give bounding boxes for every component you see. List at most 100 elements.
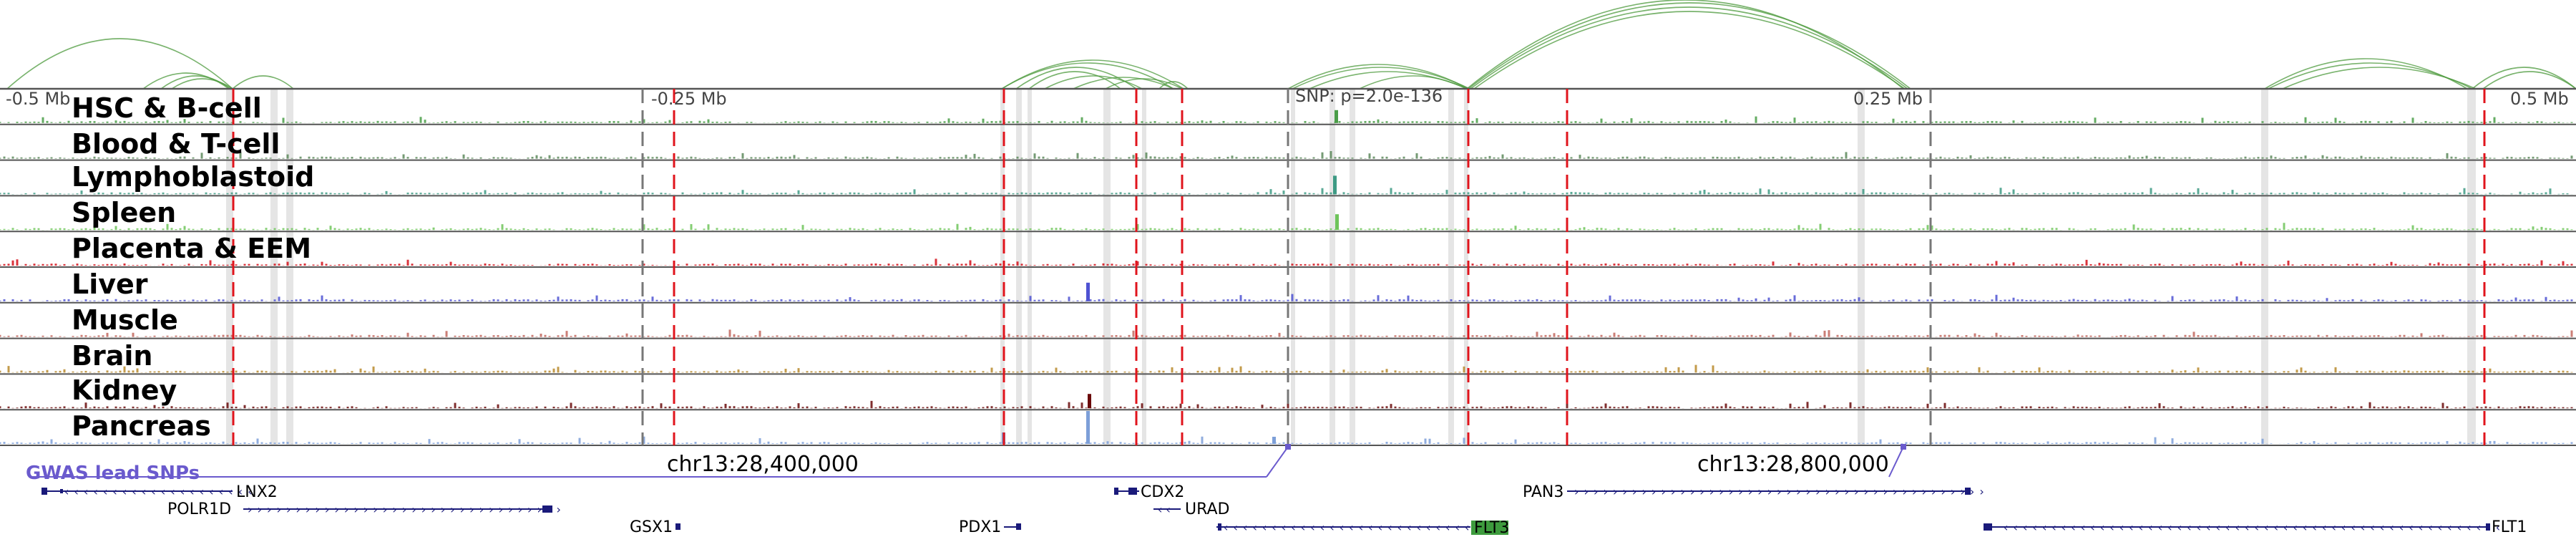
- signal-track-0: [0, 116, 2573, 123]
- gwas-connector-1: [1266, 446, 1289, 478]
- gene-cdx2-exon-2: [1128, 488, 1137, 495]
- track-label-brain: Brain: [72, 340, 152, 372]
- gene-flt3-exon: [1218, 523, 1221, 531]
- signal-peak-4: [1088, 394, 1091, 409]
- gene-track: ‹ ‹ ‹ ‹ ‹ ‹ ‹ ‹ ‹ ‹ ‹ ‹ ‹ ‹ ‹ ‹ ‹ ‹ ‹ ‹ …: [42, 483, 2527, 537]
- loop-arc-4: [232, 75, 294, 90]
- gene-flt3-arrows: ‹ ‹ ‹ ‹ ‹ ‹ ‹ ‹ ‹ ‹ ‹ ‹ ‹ ‹ ‹ ‹ ‹ ‹ ‹ ‹ …: [1224, 521, 1480, 534]
- gene-flt1-label: FLT1: [2492, 518, 2527, 536]
- loop-arc-24: [2472, 67, 2576, 90]
- loop-arc-11: [1105, 78, 1183, 90]
- signal-peaks: [0, 110, 2573, 444]
- gene-gsx1[interactable]: GSX1: [630, 518, 680, 536]
- loop-arc-5: [1001, 59, 1184, 90]
- signal-track-6: [0, 329, 2573, 337]
- gene-flt1-arrows: ‹ ‹ ‹ ‹ ‹ ‹ ‹ ‹ ‹ ‹ ‹ ‹ ‹ ‹ ‹ ‹ ‹ ‹ ‹ ‹ …: [2004, 521, 2501, 534]
- gene-pdx1-exon: [1016, 523, 1021, 530]
- track-label-pancreas: Pancreas: [72, 410, 211, 442]
- axis-label-minus-0-5mb: -0.5 Mb: [6, 89, 70, 109]
- loop-arc-9: [1044, 75, 1143, 90]
- gene-polr1d-label: POLR1D: [167, 500, 231, 518]
- loop-arc-19: [1470, 6, 1908, 90]
- gene-polr1d-exon: [542, 505, 552, 513]
- gene-pan3[interactable]: › › › › › › › › › › › › › › › › › › › › …: [1523, 483, 1985, 501]
- axis-label-minus-0-25mb: -0.25 Mb: [651, 89, 727, 109]
- gene-pan3-exon: [1965, 488, 1971, 495]
- gene-lnx2[interactable]: ‹ ‹ ‹ ‹ ‹ ‹ ‹ ‹ ‹ ‹ ‹ ‹ ‹ ‹ ‹ ‹ ‹ ‹ ‹ ‹ …: [42, 483, 278, 501]
- gwas-track: GWAS lead SNPs: [26, 444, 1906, 484]
- gwas-track-label: GWAS lead SNPs: [26, 463, 200, 484]
- gene-lnx2-exon: [42, 488, 47, 495]
- track-label-placenta-eem: Placenta & EEM: [72, 233, 311, 264]
- gene-lnx2-exon-2: [60, 489, 63, 493]
- loop-arc-18: [1468, 2, 1911, 90]
- signal-track-5: [0, 294, 2573, 301]
- gene-urad-label: URAD: [1185, 500, 1230, 518]
- grey-dashed-markers: [641, 89, 1932, 445]
- gene-pan3-arrows: › › › › › › › › › › › › › › › › › › › › …: [1574, 485, 1985, 498]
- loop-arc-17: [1466, 0, 1904, 90]
- gene-cdx2[interactable]: CDX2: [1114, 483, 1184, 501]
- gene-pdx1[interactable]: PDX1: [959, 518, 1021, 536]
- signal-peak-2: [1335, 214, 1339, 231]
- gene-urad[interactable]: ‹ ‹ URAD: [1153, 500, 1230, 518]
- axis-label-plus-0-5mb: 0.5 Mb: [2510, 89, 2569, 109]
- gene-gsx1-label: GSX1: [630, 518, 673, 536]
- loop-arc-12: [1158, 81, 1189, 90]
- loop-arc-14: [1292, 67, 1470, 90]
- loop-arc-0: [6, 38, 233, 90]
- loop-arc-6: [1001, 62, 1174, 90]
- signal-track-9: [0, 436, 2573, 444]
- gene-flt1-exon: [1984, 523, 1992, 531]
- gene-lnx2-label: LNX2: [236, 483, 278, 501]
- signal-peak-5: [1086, 411, 1090, 444]
- gwas-snp-1[interactable]: [1285, 444, 1291, 450]
- signal-track-8: [0, 400, 2573, 409]
- gene-flt3-label-box: [1471, 521, 1508, 535]
- track-label-blood-t-cell: Blood & T-cell: [72, 128, 280, 160]
- signal-track-4: [0, 258, 2573, 266]
- gene-gsx1-exon: [675, 523, 680, 530]
- loop-arc-20: [1473, 11, 1906, 90]
- signal-track-3: [0, 223, 2573, 231]
- signal-track-2: [0, 188, 2573, 195]
- track-label-lymphoblastoid: Lymphoblastoid: [72, 161, 314, 193]
- axis-label-snp: SNP: p=2.0e-136: [1295, 86, 1443, 106]
- axis-label-plus-0-25mb: 0.25 Mb: [1853, 89, 1923, 109]
- red-dashed-markers: [232, 89, 2486, 445]
- loop-arc-8: [1028, 71, 1121, 90]
- signal-peak-0: [1335, 110, 1338, 123]
- signal-track-1: [0, 151, 2573, 159]
- track-label-kidney: Kidney: [72, 374, 177, 406]
- loop-arc-25: [2482, 71, 2576, 90]
- signal-peak-1: [1333, 175, 1337, 195]
- loop-arc-23: [2282, 67, 2477, 90]
- signal-peak-7: [1272, 437, 1276, 444]
- coord-label-28800000: chr13:28,800,000: [1697, 452, 1889, 477]
- track-label-liver: Liver: [72, 268, 148, 300]
- signal-track-7: [0, 364, 2573, 373]
- gene-pan3-label: PAN3: [1523, 483, 1563, 501]
- gwas-snp-2[interactable]: [1901, 444, 1906, 450]
- track-label-muscle: Muscle: [72, 304, 178, 336]
- gene-urad-arrows: ‹ ‹: [1158, 503, 1171, 516]
- gene-lnx2-arrows: ‹ ‹ ‹ ‹ ‹ ‹ ‹ ‹ ‹ ‹ ‹ ‹ ‹ ‹ ‹ ‹ ‹ ‹ ‹ ‹: [64, 485, 253, 498]
- gene-polr1d-arrows: › › › › › › › › › › › › › › › › › › › › …: [248, 503, 562, 516]
- track-label-spleen: Spleen: [72, 197, 176, 228]
- coord-label-28400000: chr13:28,400,000: [667, 452, 859, 477]
- chromatin-loops: [6, 0, 2576, 90]
- gene-flt3[interactable]: ‹ ‹ ‹ ‹ ‹ ‹ ‹ ‹ ‹ ‹ ‹ ‹ ‹ ‹ ‹ ‹ ‹ ‹ ‹ ‹ …: [1216, 519, 1509, 537]
- track-label-hsc-b-cell: HSC & B-cell: [72, 92, 262, 124]
- signal-peak-3: [1086, 282, 1090, 301]
- loop-arc-16: [1359, 75, 1468, 90]
- gene-flt3-label: FLT3: [1474, 519, 1509, 537]
- loop-arc-10: [1073, 77, 1174, 90]
- gene-flt1-exon-2: [2486, 523, 2490, 531]
- loop-arc-3: [171, 78, 233, 90]
- loop-arc-1: [142, 72, 230, 90]
- gene-cdx2-label: CDX2: [1141, 483, 1184, 501]
- gene-pdx1-label: PDX1: [959, 518, 1001, 536]
- gene-flt1[interactable]: ‹ ‹ ‹ ‹ ‹ ‹ ‹ ‹ ‹ ‹ ‹ ‹ ‹ ‹ ‹ ‹ ‹ ‹ ‹ ‹ …: [1984, 518, 2527, 536]
- gene-polr1d[interactable]: › › › › › › › › › › › › › › › › › › › › …: [167, 500, 562, 518]
